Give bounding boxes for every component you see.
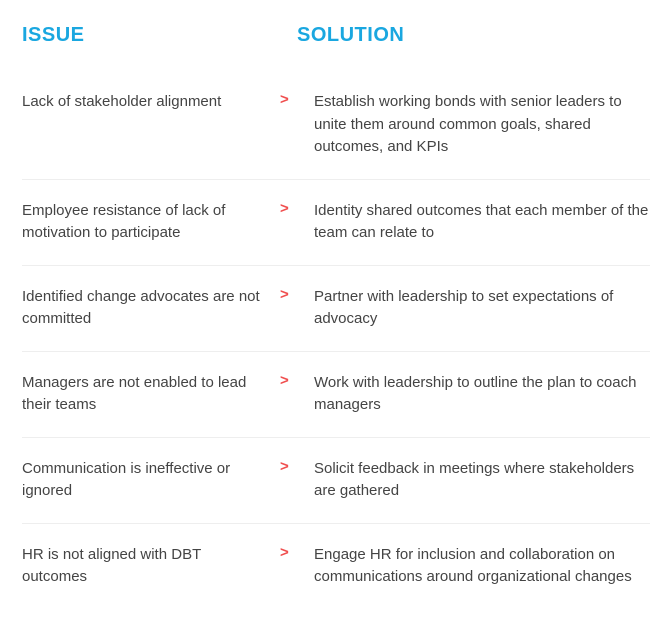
issue-cell: Identified change advocates are not comm… — [22, 286, 280, 331]
table-row: HR is not aligned with DBT outcomes>Enga… — [22, 523, 650, 609]
issue-cell: Lack of stakeholder alignment — [22, 91, 280, 114]
arrow-icon: > — [280, 458, 314, 475]
solution-cell: Establish working bonds with senior lead… — [314, 91, 650, 159]
solution-cell: Identity shared outcomes that each membe… — [314, 200, 650, 245]
arrow-icon: > — [280, 91, 314, 108]
issue-cell: Communication is ineffective or ignored — [22, 458, 280, 503]
table-row: Lack of stakeholder alignment>Establish … — [22, 71, 650, 179]
header-solution: SOLUTION — [297, 24, 650, 47]
table-body: Lack of stakeholder alignment>Establish … — [22, 71, 650, 609]
arrow-icon: > — [280, 200, 314, 217]
solution-cell: Work with leadership to outline the plan… — [314, 372, 650, 417]
issue-cell: HR is not aligned with DBT outcomes — [22, 544, 280, 589]
arrow-icon: > — [280, 544, 314, 561]
issue-cell: Managers are not enabled to lead their t… — [22, 372, 280, 417]
table-row: Employee resistance of lack of motivatio… — [22, 179, 650, 265]
table-row: Managers are not enabled to lead their t… — [22, 351, 650, 437]
solution-cell: Engage HR for inclusion and collaboratio… — [314, 544, 650, 589]
solution-cell: Solicit feedback in meetings where stake… — [314, 458, 650, 503]
header-issue: ISSUE — [22, 24, 297, 47]
arrow-icon: > — [280, 286, 314, 303]
table-header-row: ISSUE SOLUTION — [22, 24, 650, 71]
table-row: Communication is ineffective or ignored>… — [22, 437, 650, 523]
solution-cell: Partner with leadership to set expectati… — [314, 286, 650, 331]
issue-solution-table: ISSUE SOLUTION Lack of stakeholder align… — [22, 24, 650, 609]
issue-cell: Employee resistance of lack of motivatio… — [22, 200, 280, 245]
arrow-icon: > — [280, 372, 314, 389]
table-row: Identified change advocates are not comm… — [22, 265, 650, 351]
